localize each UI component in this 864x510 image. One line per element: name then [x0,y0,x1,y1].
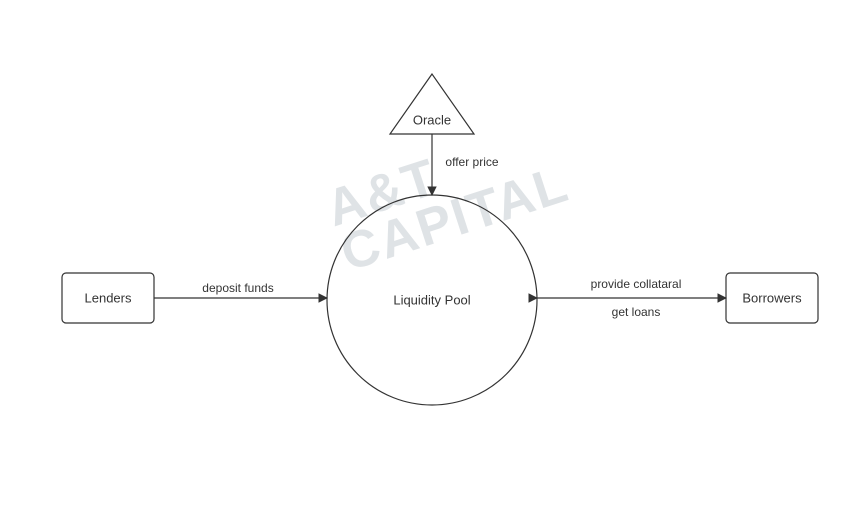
edge-label-offer-price: offer price [445,155,498,169]
diagram-svg [0,0,864,510]
edge-label-get-loans: get loans [612,305,661,319]
oracle-label: Oracle [413,113,451,128]
borrowers-label: Borrowers [742,291,801,306]
edge-label-deposit-funds: deposit funds [202,281,273,295]
liquidity-pool-label: Liquidity Pool [393,293,470,308]
edge-label-provide-collateral: provide collataral [591,277,682,291]
lenders-label: Lenders [85,291,132,306]
